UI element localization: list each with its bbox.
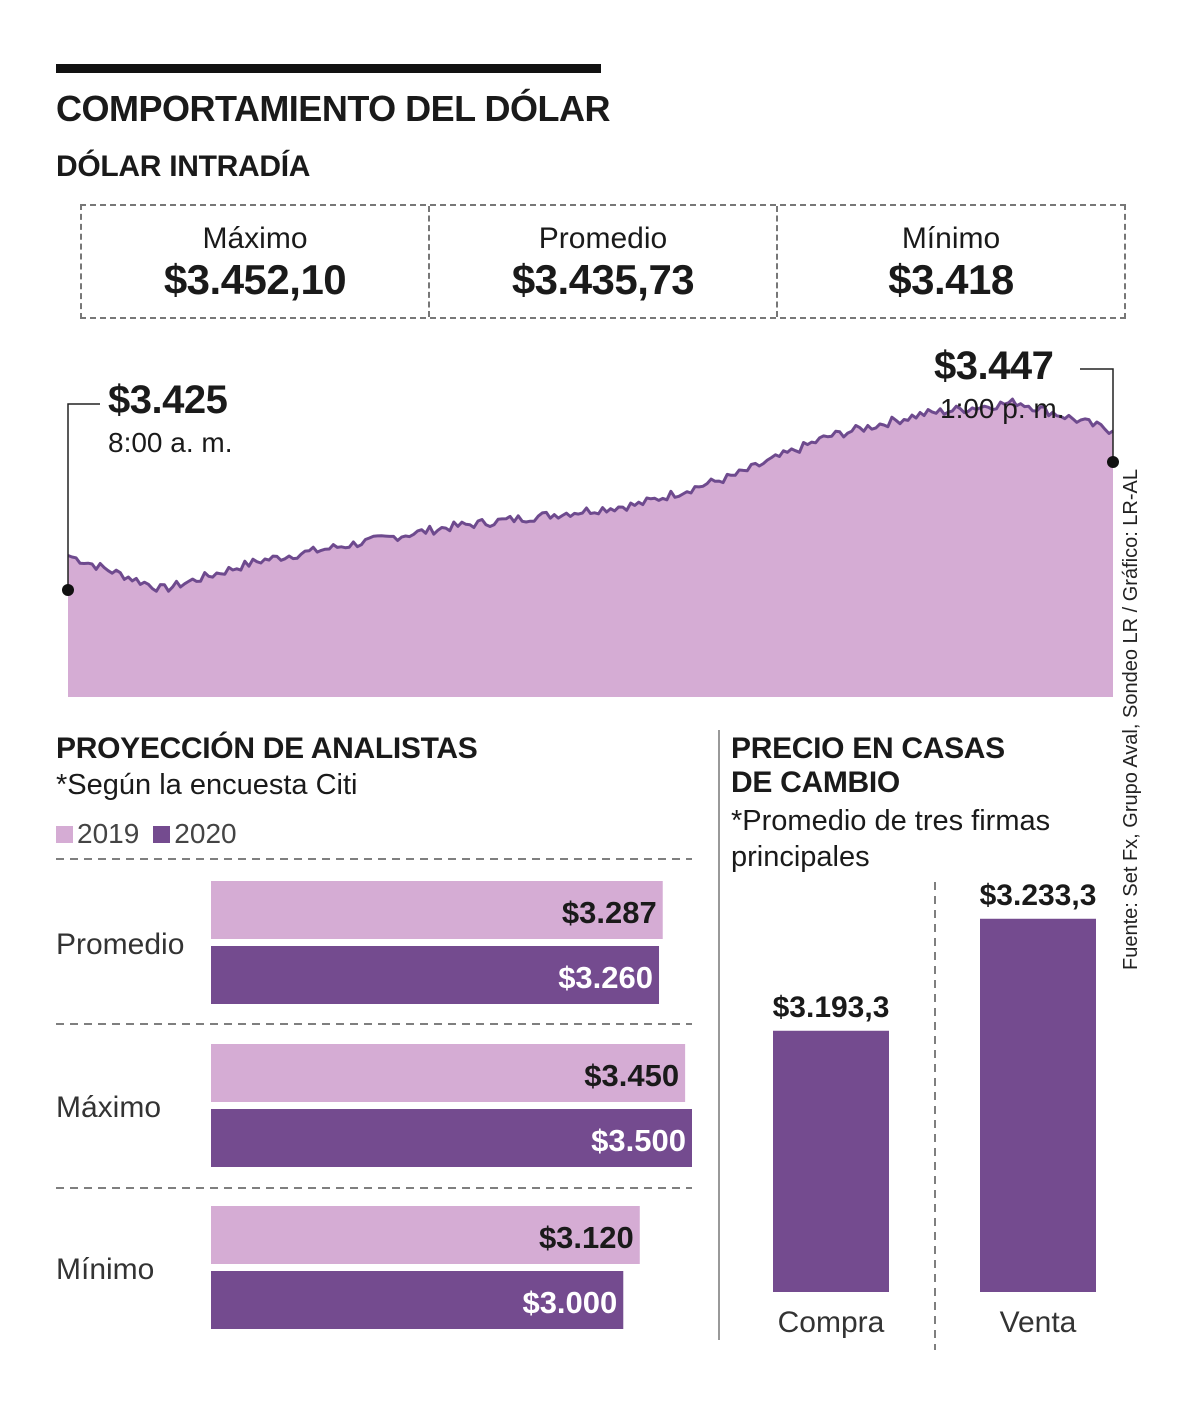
stat-min: Mínimo $3.418 xyxy=(778,206,1124,317)
legend-item-2020: 2020 xyxy=(153,818,237,850)
exchange-note-line1: *Promedio de tres firmas xyxy=(731,805,1051,837)
end-leader-line xyxy=(1080,368,1114,462)
legend-swatch xyxy=(56,825,73,843)
bar-2020 xyxy=(211,946,660,1004)
legend-label: 2019 xyxy=(77,818,140,849)
top-rule xyxy=(56,64,601,73)
bar-value-label: $3.000 xyxy=(522,1285,617,1320)
legend: 2019 2020 xyxy=(56,818,251,850)
end-time: 1:00 p. m. xyxy=(940,393,1065,424)
end-value: $3.447 xyxy=(934,344,1054,388)
bar-value-label: $3.120 xyxy=(539,1220,634,1255)
start-point xyxy=(62,584,74,596)
page-title: COMPORTAMIENTO DEL DÓLAR xyxy=(56,88,611,129)
bar-value-label: $3.500 xyxy=(591,1123,686,1158)
bar-2020 xyxy=(211,1271,624,1329)
column-category-label: Compra xyxy=(778,1306,885,1339)
section-title-intraday: DÓLAR INTRADÍA xyxy=(56,150,311,183)
end-point xyxy=(1107,456,1119,468)
stat-value: $3.418 xyxy=(888,256,1014,303)
category-label: Máximo xyxy=(56,1091,161,1124)
legend-label: 2020 xyxy=(174,818,237,849)
legend-swatch xyxy=(153,825,171,843)
projection-title: PROYECCIÓN DE ANALISTAS xyxy=(56,732,478,765)
exchange-note-line2: principales xyxy=(731,841,870,873)
column-value-label: $3.193,3 xyxy=(773,991,890,1024)
intraday-area-chart xyxy=(62,368,1119,697)
bar-2019 xyxy=(211,881,663,939)
bar-value-label: $3.287 xyxy=(562,895,657,930)
start-value: $3.425 xyxy=(108,378,228,422)
legend-item-2019: 2019 xyxy=(56,818,139,850)
source-credit: Fuente: Set Fx, Grupo Aval, Sondeo LR / … xyxy=(1120,469,1142,970)
stats-box: Máximo $3.452,10 Promedio $3.435,73 Míni… xyxy=(80,204,1126,319)
exchange-title-line2: DE CAMBIO xyxy=(731,766,900,799)
category-label: Promedio xyxy=(56,928,184,961)
column-compra xyxy=(773,1030,889,1292)
start-leader-line xyxy=(67,403,100,589)
stat-label: Mínimo xyxy=(901,222,1001,255)
column-venta xyxy=(980,918,1096,1292)
section-divider xyxy=(718,730,720,1340)
projection-note: *Según la encuesta Citi xyxy=(56,769,358,801)
stat-max: Máximo $3.452,10 xyxy=(82,206,430,317)
stat-value: $3.435,73 xyxy=(511,256,695,303)
column-category-label: Venta xyxy=(1000,1306,1077,1339)
stat-label: Promedio xyxy=(538,222,668,255)
bar-2020 xyxy=(211,1109,692,1167)
start-time: 8:00 a. m. xyxy=(108,427,233,458)
exchange-title-line1: PRECIO EN CASAS xyxy=(731,732,1005,765)
bar-value-label: $3.450 xyxy=(584,1058,679,1093)
area-line xyxy=(67,397,1114,593)
stat-value: $3.452,10 xyxy=(163,256,347,303)
area-fill xyxy=(68,399,1113,697)
bar-2019 xyxy=(211,1044,686,1102)
stat-avg: Promedio $3.435,73 xyxy=(430,206,778,317)
bar-2019 xyxy=(211,1206,640,1264)
column-value-label: $3.233,3 xyxy=(980,879,1097,912)
category-label: Mínimo xyxy=(56,1253,154,1286)
bar-value-label: $3.260 xyxy=(558,960,653,995)
stat-label: Máximo xyxy=(202,222,308,255)
